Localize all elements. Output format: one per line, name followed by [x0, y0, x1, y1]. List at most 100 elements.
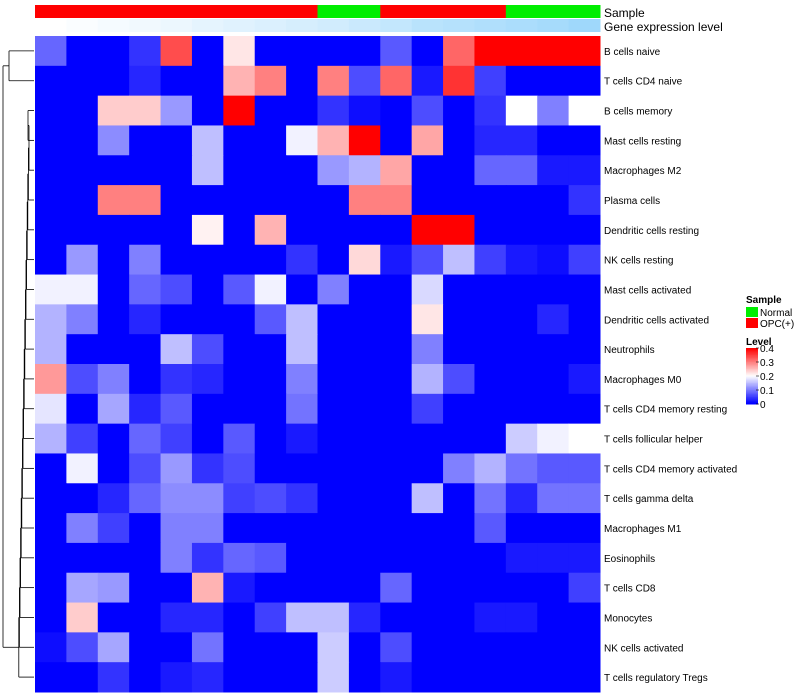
level-legend-gradient-step: [746, 374, 758, 377]
heatmap-cell: [443, 185, 475, 216]
heatmap-cell: [443, 423, 475, 454]
heatmap-cell: [537, 572, 570, 604]
heatmap-cell: [537, 36, 570, 67]
heatmap-cell: [568, 453, 601, 484]
heatmap-cell: [568, 364, 601, 395]
heatmap-cell: [317, 542, 350, 574]
heatmap-cell: [35, 185, 67, 216]
heatmap-cell: [35, 244, 67, 276]
heatmap-cell: [97, 393, 130, 425]
heatmap-cell: [443, 542, 475, 574]
heatmap-cell: [223, 244, 256, 276]
heatmap-cell: [348, 95, 381, 126]
heatmap-cell: [317, 602, 350, 633]
sample-legend-swatch: [746, 318, 758, 328]
heatmap-cell: [380, 244, 413, 276]
heatmap-cell: [129, 65, 162, 97]
row-label: T cells CD8: [604, 584, 656, 595]
heatmap-cell: [505, 274, 538, 305]
heatmap-cell: [160, 662, 193, 693]
heatmap-cell: [537, 185, 570, 216]
heatmap-cell: [97, 662, 130, 693]
heatmap-cell: [129, 393, 162, 425]
heatmap-cell: [317, 65, 350, 97]
heatmap-cell: [97, 125, 130, 156]
heatmap-cell: [160, 95, 193, 126]
heatmap-cell: [474, 36, 507, 67]
level-legend-gradient-step: [746, 367, 758, 370]
heatmap-cell: [160, 36, 193, 67]
level-legend-gradient-step: [746, 376, 758, 378]
gene-annotation-cell: [35, 19, 67, 32]
gene-annotation-cell: [97, 19, 130, 32]
heatmap-cell: [380, 304, 413, 335]
heatmap-cell: [66, 453, 99, 484]
heatmap-cell: [66, 125, 99, 156]
level-legend-gradient-step: [746, 395, 758, 398]
heatmap-cell: [380, 334, 413, 365]
heatmap-cell: [191, 423, 224, 454]
heatmap-cell: [160, 632, 193, 663]
heatmap-cell: [254, 632, 287, 663]
heatmap-cell: [443, 244, 475, 276]
level-legend-gradient-step: [746, 399, 758, 402]
heatmap-cell: [160, 542, 193, 574]
level-legend-gradient-step: [746, 350, 758, 353]
sample-legend-swatch: [746, 307, 758, 317]
heatmap-cell: [568, 602, 601, 633]
heatmap-cell: [443, 274, 475, 305]
heatmap-cell: [254, 513, 287, 544]
heatmap-cell: [443, 155, 475, 186]
heatmap-cell: [160, 364, 193, 395]
heatmap-cell: [537, 632, 570, 663]
heatmap-cell: [286, 125, 318, 156]
level-legend-gradient-step: [746, 364, 758, 367]
heatmap-cell: [411, 393, 444, 425]
heatmap-cell: [35, 423, 67, 454]
heatmap-cell: [66, 513, 99, 544]
heatmap-cell: [474, 572, 507, 604]
heatmap-cell: [317, 36, 350, 67]
sample-annotation-cell: [254, 5, 287, 18]
heatmap-cell: [191, 393, 224, 425]
heatmap-cell: [505, 662, 538, 693]
gene-annotation-cell: [505, 19, 538, 32]
heatmap-cell: [380, 214, 413, 246]
heatmap-cell: [35, 125, 67, 156]
level-legend-gradient-step: [746, 401, 758, 404]
sample-annotation-cell: [537, 5, 570, 18]
heatmap-cell: [537, 125, 570, 156]
heatmap-cell: [348, 423, 381, 454]
heatmap-cell: [537, 274, 570, 305]
heatmap-cell: [223, 334, 256, 365]
heatmap-cell: [317, 95, 350, 126]
heatmap-cell: [286, 65, 318, 97]
heatmap-cell: [97, 155, 130, 186]
heatmap-cell: [191, 304, 224, 335]
heatmap-cell: [97, 572, 130, 604]
sample-annotation-cell: [129, 5, 162, 18]
level-legend-gradient-step: [746, 356, 758, 359]
heatmap-cell: [380, 364, 413, 395]
heatmap-cell: [380, 125, 413, 156]
sample-annotation-cell: [223, 5, 256, 18]
heatmap-cell: [223, 632, 256, 663]
heatmap-cell: [191, 542, 224, 574]
heatmap-cell: [254, 244, 287, 276]
heatmap-cell: [411, 364, 444, 395]
gene-annotation-cell: [254, 19, 287, 32]
gene-annotation-label: Gene expression level: [604, 20, 723, 34]
heatmap-cell: [411, 334, 444, 365]
heatmap-cell: [191, 334, 224, 365]
heatmap-cell: [317, 393, 350, 425]
heatmap-cell: [443, 214, 475, 246]
heatmap-cell: [35, 334, 67, 365]
heatmap-cell: [97, 364, 130, 395]
heatmap-cell: [537, 393, 570, 425]
gene-annotation-cell: [537, 19, 570, 32]
level-legend-gradient-step: [746, 377, 758, 380]
heatmap-cell: [348, 572, 381, 604]
level-legend-gradient-step: [746, 353, 758, 356]
heatmap-cell: [97, 65, 130, 97]
